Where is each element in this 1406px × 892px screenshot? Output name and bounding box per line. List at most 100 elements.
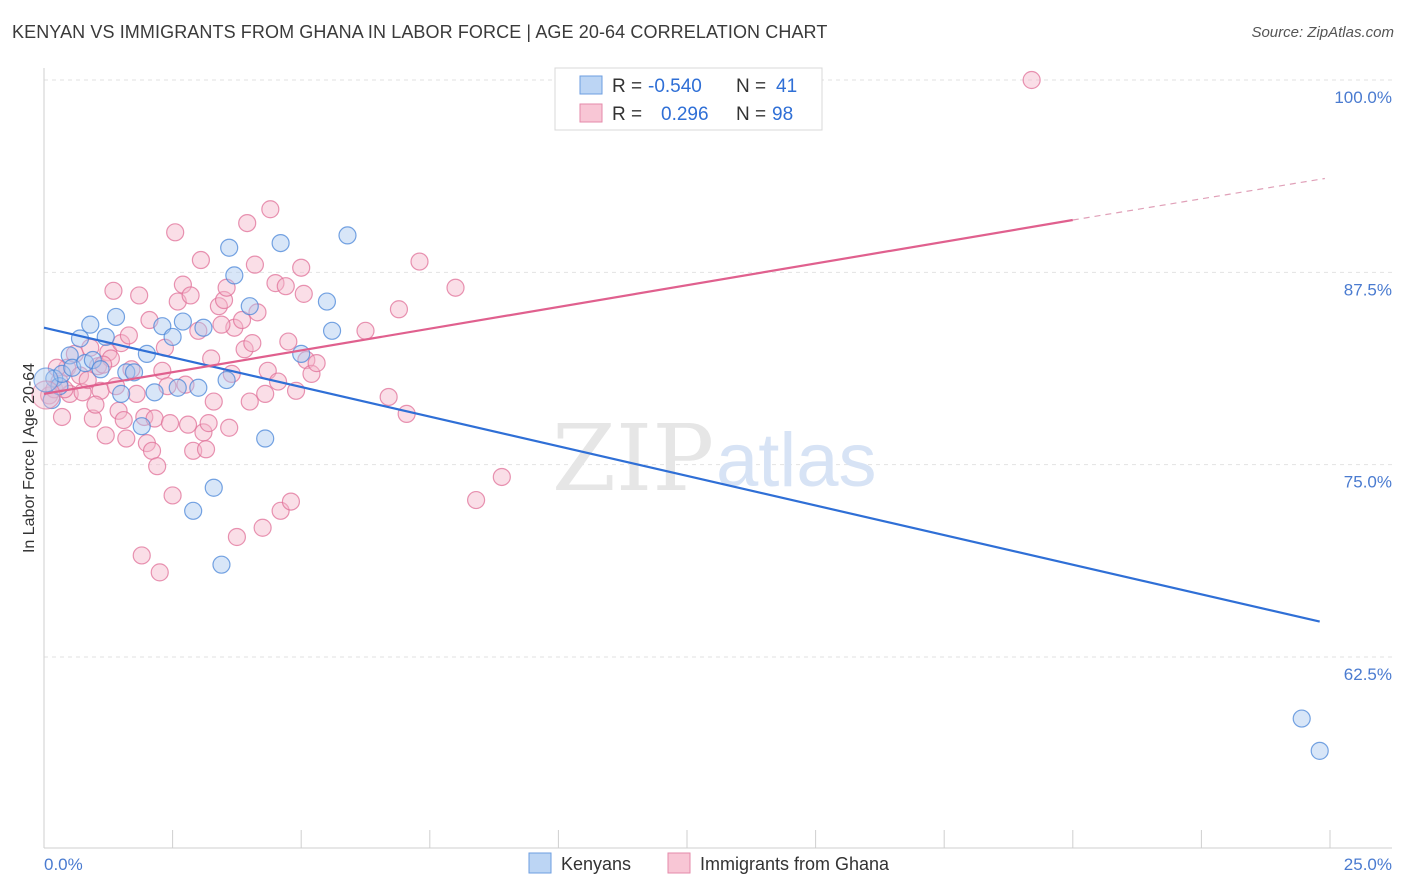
legend-n-value-2: 98 — [772, 104, 793, 125]
kenyan-point — [124, 363, 144, 382]
ghana-point — [261, 200, 280, 219]
legend-kenyans-label: Kenyans — [561, 854, 631, 874]
kenyan-point — [322, 321, 342, 340]
kenyan-point — [256, 429, 275, 448]
tick-labels: 62.5% 75.0% 87.5% 100.0% 0.0% 25.0% — [44, 88, 1392, 874]
legend-swatch-blue — [579, 75, 603, 95]
ghana-point — [83, 409, 102, 428]
kenyan-point — [145, 383, 164, 402]
ghana-point — [96, 426, 115, 445]
y-tick-label: 75.0% — [1344, 473, 1392, 492]
ghana-point — [166, 223, 185, 242]
ghana-point — [181, 286, 200, 305]
x-tick-label: 25.0% — [1344, 855, 1392, 874]
kenyan-point — [240, 297, 259, 316]
kenyan-point — [220, 238, 239, 257]
y-tick-label: 62.5% — [1344, 665, 1392, 684]
ghana-point — [220, 418, 239, 437]
ghana-point — [389, 300, 409, 319]
ghana-point — [150, 563, 169, 582]
kenyan-point — [317, 292, 337, 311]
ghana-point — [227, 527, 246, 547]
kenyan-point — [83, 350, 102, 370]
ghana-point — [148, 457, 167, 476]
ghana-point — [122, 360, 141, 379]
ghana-point — [196, 440, 216, 459]
ghana-point — [86, 395, 105, 414]
y-tick-label: 87.5% — [1344, 280, 1392, 299]
watermark: ZIP atlas — [552, 405, 877, 512]
ghana-point — [31, 380, 61, 410]
ghana-point — [199, 414, 218, 433]
ghana-point — [163, 486, 182, 505]
ghana-point — [104, 281, 123, 300]
scatter-points — [31, 70, 1329, 760]
kenyan-point — [132, 417, 151, 436]
ghana-point — [119, 326, 138, 345]
kenyan-point — [81, 315, 100, 334]
legend-r-label-1: R = — [612, 76, 642, 97]
ghana-point — [189, 321, 208, 340]
ghana-point — [276, 277, 295, 296]
kenyans-trend-line — [43, 326, 1320, 623]
ghana-point — [266, 274, 285, 293]
ghana-point — [294, 284, 313, 303]
legend-n-label-2: N = — [736, 104, 766, 125]
ghana-point — [127, 384, 146, 403]
kenyan-point — [189, 378, 208, 397]
ghana-point — [232, 310, 252, 330]
ghana-point — [271, 501, 290, 520]
grid-lines — [44, 79, 1392, 658]
stats-legend: R = -0.540 N = 41 R = 0.296 N = 98 — [554, 67, 823, 131]
y-tick-label: 100.0% — [1334, 88, 1392, 107]
ghana-point — [238, 213, 257, 233]
ghana-point — [178, 415, 198, 434]
watermark-zip: ZIP — [552, 405, 714, 512]
ghana-point — [117, 429, 136, 448]
ghana-point — [1022, 70, 1041, 90]
kenyan-point — [292, 344, 311, 363]
kenyan-point — [91, 360, 110, 379]
ghana-point — [243, 334, 262, 353]
ghana-point — [130, 286, 149, 305]
ghana-point — [212, 315, 231, 334]
legend-swatch-pink — [579, 103, 603, 123]
y-axis-label: In Labor Force | Age 20-64 — [21, 363, 38, 553]
ghana-point — [245, 255, 265, 274]
ghana-point — [160, 414, 180, 433]
ghana-point — [466, 490, 486, 510]
ghana-trend-extension — [1072, 177, 1325, 221]
kenyan-point — [204, 478, 223, 497]
ghana-point — [379, 387, 398, 407]
legend-ghana-label: Immigrants from Ghana — [700, 854, 890, 874]
legend-kenyans-swatch — [528, 852, 552, 874]
watermark-atlas: atlas — [716, 418, 877, 503]
ghana-point — [492, 467, 511, 487]
ghana-point — [142, 441, 162, 460]
ghana-point — [281, 492, 301, 511]
kenyan-point — [271, 233, 290, 253]
ghana-point — [292, 258, 311, 277]
ghana-point — [114, 410, 133, 430]
ghana-point — [302, 364, 321, 383]
ghana-point — [52, 407, 72, 427]
kenyan-point — [163, 327, 182, 347]
ghana-point — [240, 392, 259, 411]
kenyan-point — [106, 307, 126, 327]
kenyan-point — [33, 367, 59, 393]
ghana-trend-line — [43, 218, 1073, 395]
ghana-point — [307, 354, 326, 373]
kenyan-point — [338, 226, 357, 245]
ghana-point — [397, 404, 416, 423]
ghana-point — [256, 384, 275, 403]
ghana-point — [132, 546, 151, 565]
kenyan-point — [112, 384, 131, 403]
axes — [43, 68, 1392, 849]
kenyan-point — [184, 501, 203, 520]
x-tick-label: 0.0% — [44, 855, 83, 874]
legend-ghana-swatch — [667, 852, 691, 874]
chart-title: KENYAN VS IMMIGRANTS FROM GHANA IN LABOR… — [12, 22, 828, 42]
ghana-point — [279, 332, 298, 351]
ghana-point — [191, 250, 210, 270]
